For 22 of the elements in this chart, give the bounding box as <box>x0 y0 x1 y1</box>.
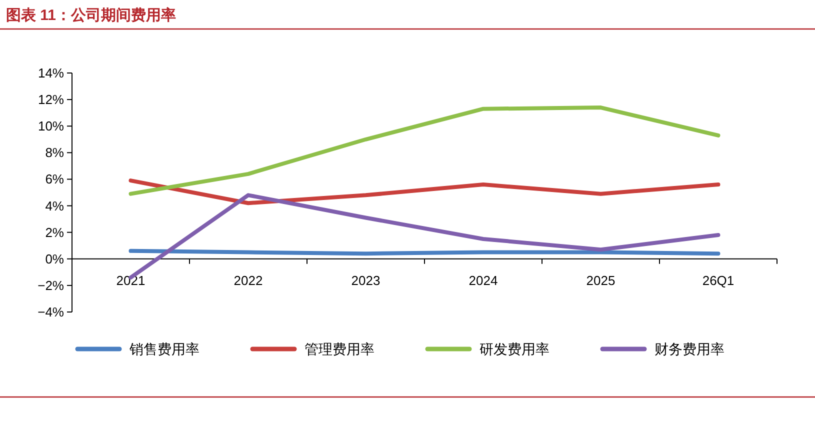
x-tick-label: 26Q1 <box>702 272 734 288</box>
x-tick-label: 2025 <box>586 272 616 288</box>
line-series <box>128 106 720 196</box>
legend-label: 管理费用率 <box>304 341 374 357</box>
legend-label: 研发费用率 <box>480 341 550 357</box>
chart-title: 图表 11：公司期间费用率 <box>6 6 176 24</box>
legend-label: 销售费用率 <box>128 341 200 357</box>
y-tick-label: 4% <box>45 198 64 214</box>
y-tick-label: 6% <box>45 172 64 187</box>
y-tick-label: 12% <box>38 92 64 108</box>
y-tick-label: −2% <box>38 278 64 293</box>
y-tick-label: −4% <box>38 304 64 320</box>
line-series <box>128 178 720 206</box>
y-tick-label: 8% <box>45 145 64 160</box>
y-tick-label: 0% <box>45 251 64 266</box>
y-tick-label: 10% <box>38 118 64 134</box>
legend-label: 财务费用率 <box>654 341 724 357</box>
x-tick-label: 2024 <box>468 272 498 288</box>
x-tick-label: 2022 <box>234 272 263 288</box>
y-tick-label: 2% <box>45 224 64 240</box>
y-tick-label: 14% <box>38 66 64 80</box>
x-tick-label: 2023 <box>351 272 380 288</box>
